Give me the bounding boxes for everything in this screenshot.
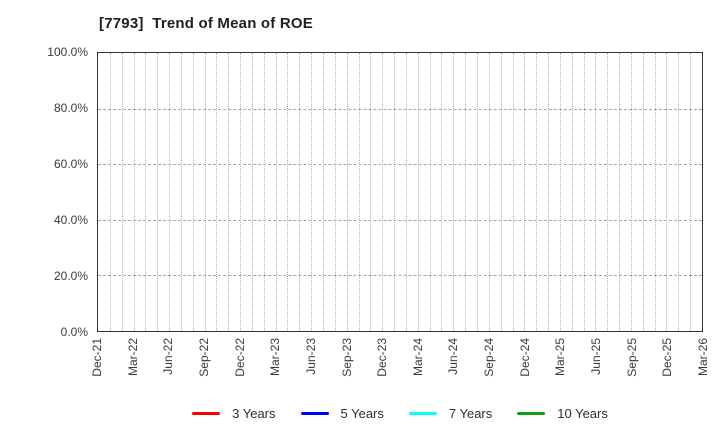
vertical-gridline: [548, 53, 550, 331]
x-tick-label: Dec-24: [517, 338, 532, 377]
vertical-gridline: [109, 53, 111, 331]
vertical-gridline: [465, 53, 467, 331]
vertical-gridline: [358, 53, 360, 331]
x-tick-label: Jun-22: [161, 338, 176, 375]
vertical-gridline: [394, 53, 396, 331]
vertical-gridline: [666, 53, 668, 331]
x-tick-label: Mar-22: [125, 338, 140, 377]
y-tick-label: 0.0%: [60, 325, 88, 339]
y-tick-label: 80.0%: [53, 101, 88, 115]
legend-line-swatch: [408, 411, 437, 415]
vertical-gridline: [287, 53, 289, 331]
chart-title: [7793] Trend of Mean of ROE: [99, 15, 313, 32]
legend: 3 Years 5 Years 7 Years 10 Years: [97, 403, 703, 423]
x-tick-label: Jun-23: [303, 338, 318, 375]
vertical-gridline: [583, 53, 585, 331]
horizontal-gridline: [98, 108, 702, 110]
vertical-gridline: [169, 53, 171, 331]
vertical-gridline: [500, 53, 502, 331]
vertical-gridline: [370, 53, 372, 331]
vertical-gridline: [690, 53, 692, 331]
x-tick-label: Sep-24: [482, 338, 497, 377]
legend-item: 3 Years: [192, 403, 276, 423]
y-tick-label: 40.0%: [53, 213, 88, 227]
horizontal-gridline: [98, 219, 702, 221]
x-tick-label: Jun-24: [446, 338, 461, 375]
vertical-gridline: [157, 53, 159, 331]
vertical-gridline: [654, 53, 656, 331]
vertical-gridline: [607, 53, 609, 331]
vertical-gridline: [323, 53, 325, 331]
vertical-gridline: [405, 53, 407, 331]
vertical-gridline: [417, 53, 419, 331]
legend-line-swatch: [192, 411, 221, 415]
vertical-gridline: [488, 53, 490, 331]
x-tick-label: Mar-24: [410, 338, 425, 377]
x-tick-label: Dec-23: [375, 338, 390, 377]
vertical-gridline: [192, 53, 194, 331]
vertical-gridline: [145, 53, 147, 331]
vertical-gridline: [441, 53, 443, 331]
vertical-gridline: [346, 53, 348, 331]
vertical-gridline: [595, 53, 597, 331]
vertical-gridline: [275, 53, 277, 331]
x-tick-label: Mar-25: [553, 338, 568, 377]
vertical-gridline: [571, 53, 573, 331]
vertical-gridline: [524, 53, 526, 331]
x-tick-label: Sep-23: [339, 338, 354, 377]
legend-line-swatch: [300, 411, 329, 415]
x-tick-label: Dec-21: [90, 338, 104, 377]
vertical-gridline: [619, 53, 621, 331]
vertical-gridline: [251, 53, 253, 331]
x-tick-label: Jun-25: [589, 338, 604, 375]
vertical-gridline: [311, 53, 313, 331]
legend-item: 5 Years: [300, 403, 384, 423]
vertical-gridline: [204, 53, 206, 331]
legend-line-swatch: [517, 411, 546, 415]
vertical-gridline: [180, 53, 182, 331]
legend-label: 7 Years: [448, 405, 493, 421]
vertical-gridline: [216, 53, 218, 331]
legend-label: 3 Years: [232, 405, 276, 421]
legend-item: 10 Years: [517, 403, 608, 423]
legend-item: 7 Years: [408, 403, 493, 423]
x-tick-label: Sep-25: [624, 338, 639, 377]
vertical-gridline: [630, 53, 632, 331]
y-tick-label: 60.0%: [53, 157, 88, 171]
vertical-gridline: [263, 53, 265, 331]
legend-label: 10 Years: [557, 405, 608, 421]
legend-label: 5 Years: [340, 405, 384, 421]
vertical-gridline: [559, 53, 561, 331]
vertical-gridline: [382, 53, 384, 331]
vertical-gridline: [453, 53, 455, 331]
y-tick-label: 20.0%: [53, 269, 88, 283]
vertical-gridline: [429, 53, 431, 331]
vertical-gridline: [476, 53, 478, 331]
x-tick-label: Dec-22: [232, 338, 247, 377]
vertical-gridline: [133, 53, 135, 331]
vertical-gridline: [334, 53, 336, 331]
vertical-gridline: [228, 53, 230, 331]
horizontal-gridline: [98, 275, 702, 277]
y-tick-label: 100.0%: [47, 45, 88, 59]
vertical-gridline: [536, 53, 538, 331]
plot-area: [97, 52, 703, 332]
vertical-gridline: [299, 53, 301, 331]
x-tick-label: Sep-22: [196, 338, 211, 377]
horizontal-gridline: [98, 164, 702, 166]
vertical-gridline: [240, 53, 242, 331]
x-tick-label: Mar-26: [696, 338, 710, 377]
x-tick-label: Dec-25: [660, 338, 675, 377]
x-tick-label: Mar-23: [268, 338, 283, 377]
vertical-gridline: [121, 53, 123, 331]
vertical-gridline: [678, 53, 680, 331]
vertical-gridline: [512, 53, 514, 331]
vertical-gridline: [642, 53, 644, 331]
